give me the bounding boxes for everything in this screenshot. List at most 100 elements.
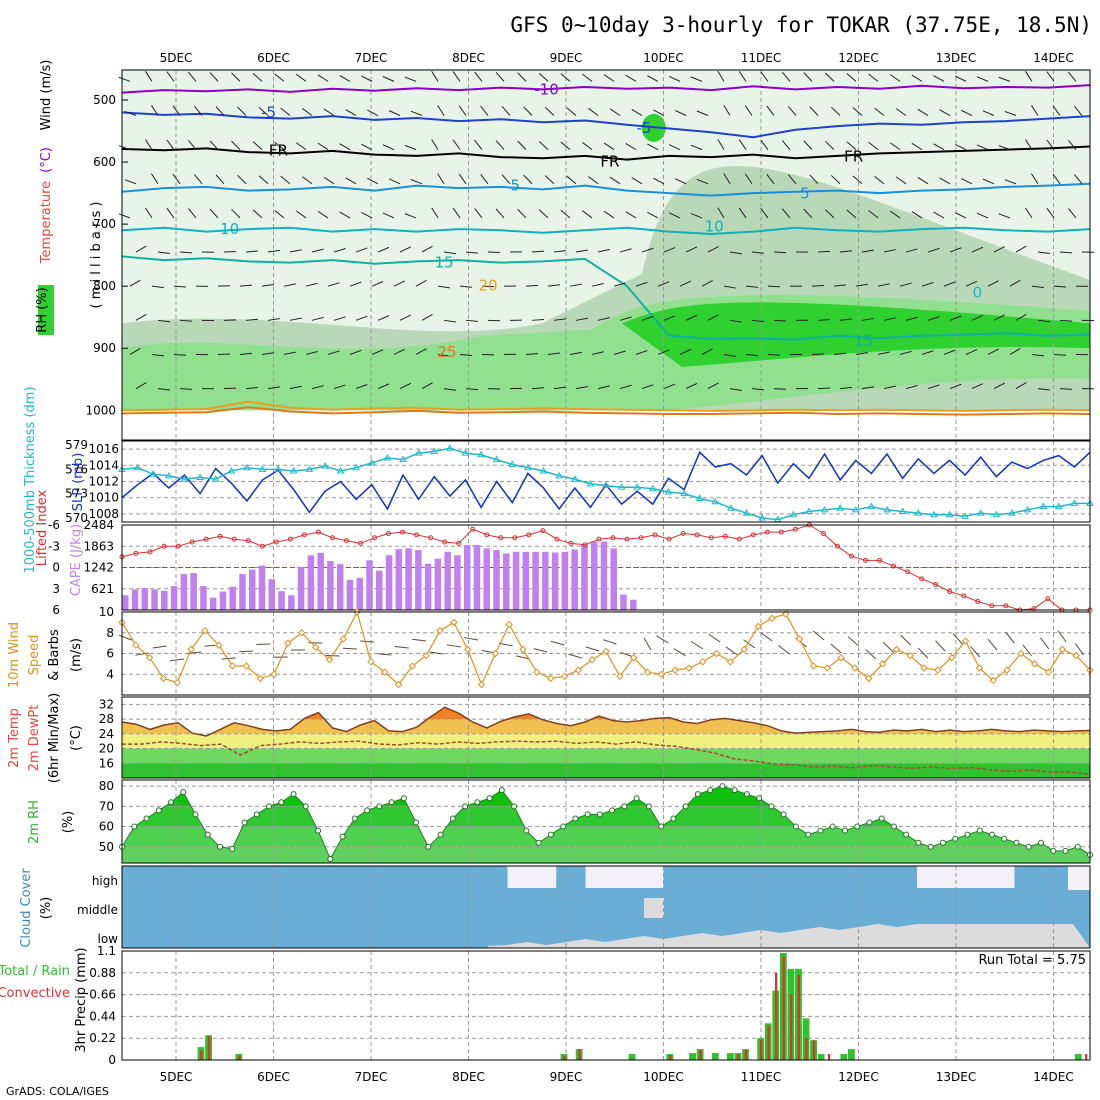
wind-barb [760, 632, 773, 642]
wind-barb [531, 387, 545, 390]
rh-point [927, 843, 934, 850]
wind-barb [525, 353, 539, 355]
thickness-point [336, 466, 345, 474]
wind-barb [960, 109, 973, 116]
wind-speed-point [1044, 668, 1053, 676]
wind-barb [412, 638, 427, 642]
rh-point [266, 803, 273, 810]
cape-bar [424, 563, 432, 610]
li-point [820, 531, 826, 536]
cape-tick-label: 1242 [83, 561, 114, 575]
wind-barb [971, 383, 984, 390]
wind-barb [921, 350, 934, 355]
wind-tick-label: 10 [99, 605, 114, 619]
li-point [933, 582, 939, 587]
thickness-point [617, 483, 626, 490]
wind-barb [231, 209, 241, 219]
wind-barb [1009, 348, 1021, 355]
wind-barb [751, 319, 764, 323]
wind-barb [882, 641, 894, 653]
pressure-tick-label: 800 [93, 279, 116, 293]
rh-point [976, 827, 983, 834]
wind-barb [673, 648, 686, 657]
top-date-label: 7DEC [355, 51, 388, 65]
precip-convective-bar [790, 994, 793, 1060]
rh-point [168, 799, 175, 806]
wind-barb [723, 285, 736, 289]
thickness-point [399, 455, 407, 463]
rh-point [964, 831, 971, 838]
cape-bar [307, 555, 315, 610]
wind-barb [707, 245, 719, 253]
contour-label: 15 [435, 254, 454, 272]
wind-barb [685, 383, 698, 390]
wind-barb [952, 633, 963, 645]
thickness-point [289, 466, 298, 474]
wind-barb [1004, 110, 1017, 116]
wind-barb [933, 211, 945, 219]
wind-barb [766, 173, 775, 185]
li-point [357, 540, 363, 546]
wind-barb [382, 212, 395, 219]
pressure-tick-label: 900 [93, 341, 116, 355]
cape-bar [590, 541, 598, 610]
rh-point [180, 789, 187, 796]
rh-point [523, 827, 530, 834]
wind-barb [1031, 285, 1044, 289]
wind-barb [729, 319, 742, 323]
wind-barb [327, 282, 340, 287]
thickness-point [445, 444, 454, 451]
wind-barb [767, 353, 781, 356]
cape-bar [385, 555, 393, 610]
wind-barb [971, 246, 984, 253]
rh-point [756, 795, 763, 802]
wind-barb [421, 314, 433, 321]
temp-tick-label: 32 [99, 697, 114, 711]
li-point [905, 569, 911, 575]
wind-barb [361, 212, 373, 219]
li-point [372, 535, 378, 541]
thickness-point [898, 507, 907, 514]
rh-point [217, 843, 224, 850]
li-point [231, 536, 237, 542]
li-point [400, 529, 406, 535]
thickness-point [243, 463, 251, 471]
temp-band [122, 733, 1090, 749]
li-point [217, 533, 223, 539]
li-point [161, 543, 167, 549]
temp-tick-label: 24 [99, 727, 114, 741]
wind-barb [847, 636, 859, 647]
wind-speed-point [574, 666, 583, 674]
precip-convective-bar [200, 1050, 203, 1060]
wind-speed-point [422, 651, 430, 660]
wind-speed-point [920, 664, 928, 672]
contour-label: 25 [438, 343, 457, 361]
wind-barb [653, 177, 665, 185]
contour-label: 5 [800, 185, 810, 203]
thickness-point [258, 465, 267, 472]
rh-point [462, 803, 469, 810]
wind-barb [778, 644, 790, 655]
wind-barb [1052, 105, 1061, 116]
wind-barb [690, 640, 704, 650]
li-point [428, 535, 434, 541]
li-point [386, 531, 392, 536]
wind-barb [613, 282, 626, 287]
wind-barb [560, 73, 571, 82]
li-point [624, 536, 630, 542]
li-point [526, 532, 532, 538]
wind-barb [333, 248, 346, 253]
wind-barb [404, 213, 417, 219]
wind-barb [399, 314, 412, 321]
wind-speed-point [201, 626, 209, 635]
cape-bar [180, 574, 188, 610]
wind-barb [367, 177, 379, 185]
rh-point [474, 799, 481, 806]
wind-barb [135, 313, 147, 321]
wind-barb [124, 110, 137, 116]
wind-barb [767, 285, 781, 288]
thickness-point [851, 505, 860, 513]
li-point [1031, 606, 1037, 612]
wind-barb [280, 175, 291, 185]
rh-point [560, 823, 567, 830]
